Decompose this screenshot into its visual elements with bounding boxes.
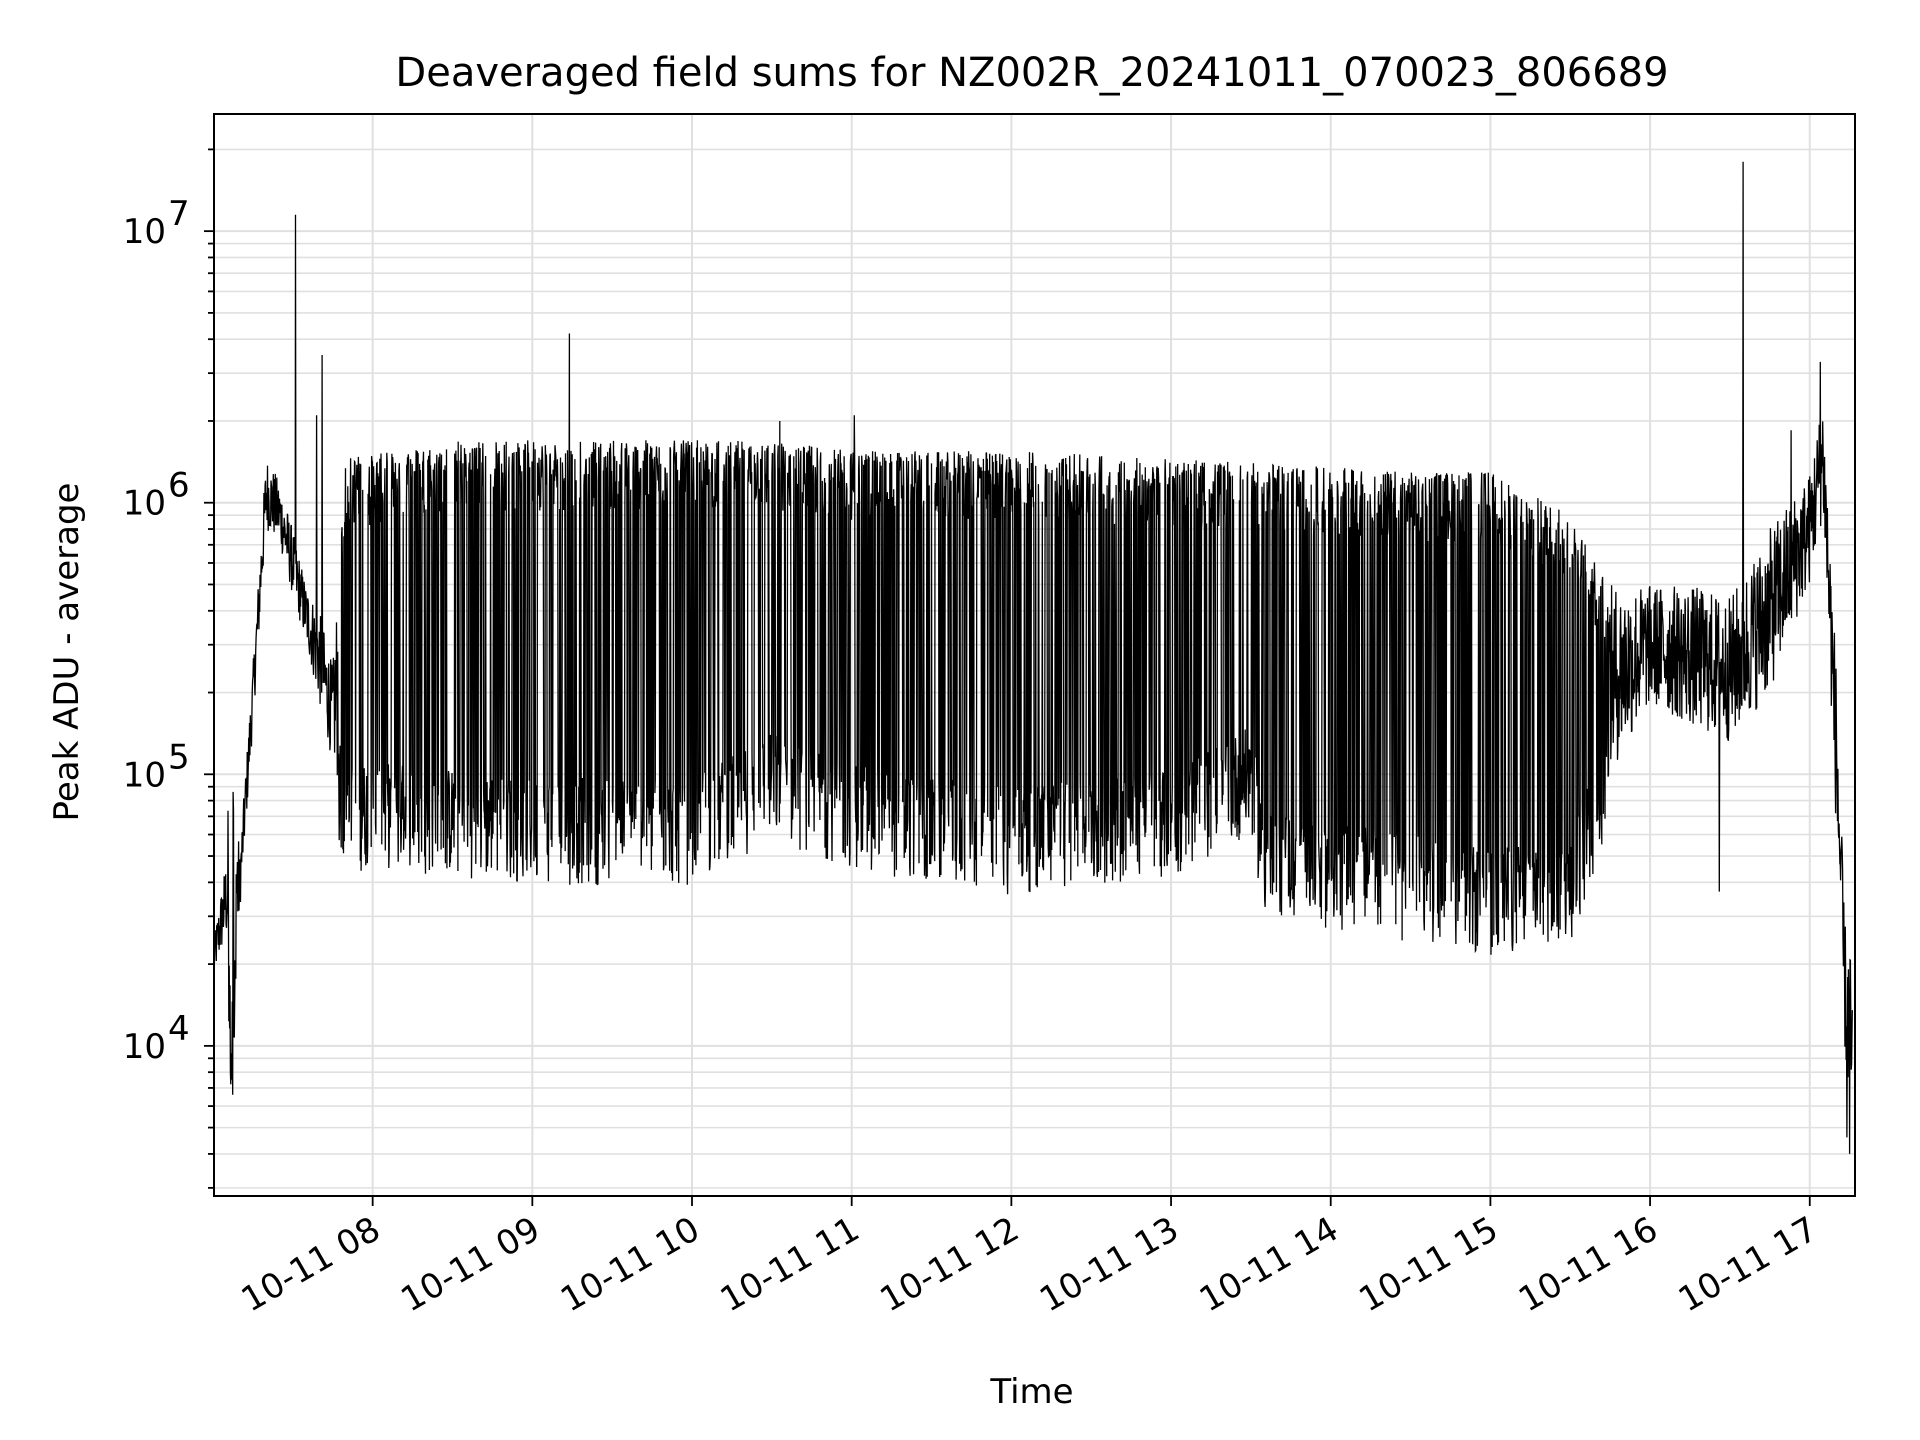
chart-title: Deaveraged field sums for NZ002R_2024101…: [395, 50, 1668, 96]
y-axis-label: Peak ADU - average: [47, 483, 87, 822]
y-tick-label-exponent: 5: [168, 737, 190, 777]
y-tick-label: 10: [123, 755, 166, 795]
plot-area: [214, 161, 1853, 1154]
x-tick-label: 10-11 08: [235, 1209, 387, 1320]
x-tick-label: 10-11 11: [714, 1209, 866, 1320]
plot-frame: [213, 113, 1856, 1197]
x-tick-label: 10-11 10: [554, 1209, 706, 1320]
y-tick-label: 10: [123, 484, 166, 524]
series-line: [214, 161, 1853, 1154]
x-tick-label: 10-11 12: [873, 1209, 1025, 1320]
x-tick-label: 10-11 17: [1672, 1209, 1824, 1320]
x-tick-label: 10-11 14: [1193, 1209, 1345, 1320]
y-tick-label-exponent: 4: [168, 1009, 190, 1049]
x-tick-label: 10-11 15: [1353, 1209, 1505, 1320]
y-tick-label-exponent: 7: [168, 194, 190, 234]
x-tick-label: 10-11 09: [394, 1209, 546, 1320]
y-tick-label: 10: [123, 212, 166, 252]
x-tick-label: 10-11 13: [1033, 1209, 1185, 1320]
x-axis-label: Time: [989, 1372, 1073, 1412]
x-tick-label: 10-11 16: [1512, 1209, 1664, 1320]
y-tick-label: 10: [123, 1027, 166, 1067]
y-tick-label-exponent: 6: [168, 466, 190, 506]
